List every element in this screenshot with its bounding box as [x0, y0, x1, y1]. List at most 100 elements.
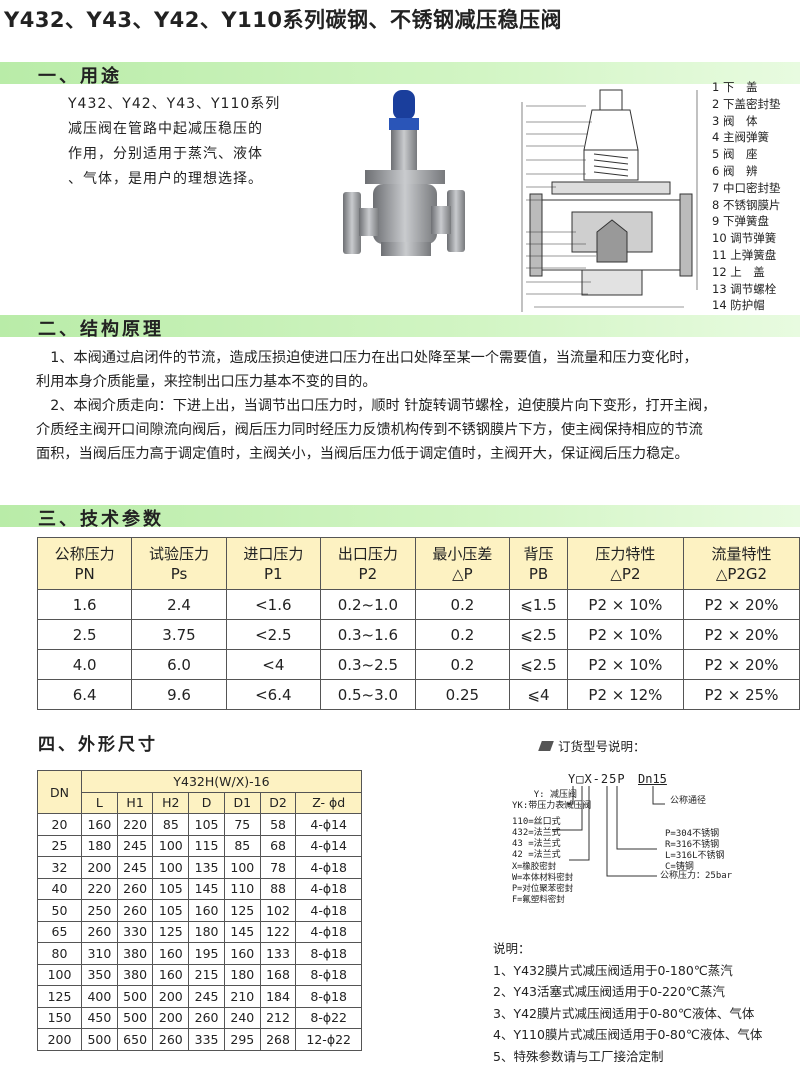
spec-cell: <1.6	[226, 590, 320, 620]
dim-header: L	[82, 792, 118, 814]
dim-cell: 75	[224, 814, 260, 836]
dim-cell: 4-ϕ18	[296, 921, 362, 943]
dim-cell: 380	[117, 943, 153, 965]
spec-cell: 6.0	[132, 650, 226, 680]
spec-cell: 6.4	[38, 680, 132, 710]
order-option: P=304不锈钢	[665, 829, 725, 840]
dim-cell: 25	[38, 835, 82, 857]
dim-cell: 260	[117, 900, 153, 922]
spec-header-line: PB	[510, 564, 567, 584]
dim-cell: 4-ϕ14	[296, 814, 362, 836]
spec-cell: P2 × 25%	[683, 680, 799, 710]
dim-cell: 160	[82, 814, 118, 836]
part-item: 12 上 盖	[712, 264, 780, 281]
spec-cell: 0.2	[415, 650, 509, 680]
spec-cell: 0.2	[415, 620, 509, 650]
dim-cell: 150	[38, 1007, 82, 1029]
spec-header-line: PN	[38, 564, 131, 584]
dim-cell: 68	[260, 835, 296, 857]
part-item: 8 不锈钢膜片	[712, 197, 780, 214]
dim-cell: 200	[82, 857, 118, 879]
dim-cell: 50	[38, 900, 82, 922]
dim-cell: 184	[260, 986, 296, 1008]
order-pressure-label: 公称压力：25bar	[660, 871, 732, 882]
note-item: 2、Y43活塞式减压阀适用于0-220℃蒸汽	[493, 981, 762, 1003]
dim-cell: 122	[260, 921, 296, 943]
spec-cell: 0.5~3.0	[320, 680, 415, 710]
dim-cell: 4-ϕ18	[296, 878, 362, 900]
dim-cell: 8-ϕ18	[296, 943, 362, 965]
dim-cell: 295	[224, 1029, 260, 1051]
spec-header-line: 出口压力	[321, 544, 415, 564]
intro-line: 、气体，是用户的理想选择。	[68, 167, 303, 192]
spec-cell: 0.2	[415, 590, 509, 620]
bullet-icon	[538, 741, 554, 751]
dim-cell: 260	[153, 1029, 189, 1051]
spec-cell: P2 × 20%	[683, 650, 799, 680]
dim-cell: 200	[153, 986, 189, 1008]
dim-cell: 245	[189, 986, 225, 1008]
part-item: 2 下盖密封垫	[712, 96, 780, 113]
order-option: F=氟塑料密封	[512, 895, 573, 906]
spec-cell: P2 × 10%	[567, 590, 683, 620]
order-option: Y: 减压阀	[512, 790, 577, 801]
dim-cell: 160	[224, 943, 260, 965]
part-item: 5 阀 座	[712, 146, 780, 163]
dim-cell: 160	[189, 900, 225, 922]
part-item: 10 调节弹簧	[712, 230, 780, 247]
dim-cell: 268	[260, 1029, 296, 1051]
spec-header-line: △P2G2	[684, 564, 799, 584]
dim-cell: 4-ϕ14	[296, 835, 362, 857]
part-item: 6 阀 辨	[712, 163, 780, 180]
spec-cell: 2.4	[132, 590, 226, 620]
dim-header: D	[189, 792, 225, 814]
principle-line: 介质经主阀开口间隙流向阀后，阀后压力同时经压力反馈机构传到不锈钢膜片下方，使主阀…	[36, 418, 796, 442]
dim-cell: 85	[224, 835, 260, 857]
dim-cell: 450	[82, 1007, 118, 1029]
dim-header: H2	[153, 792, 189, 814]
spec-cell: 0.2~1.0	[320, 590, 415, 620]
principle-line: 2、本阀介质走向：下进上出，当调节出口压力时，顺时 针旋转调节螺栓，迫使膜片向下…	[36, 394, 796, 418]
intro-line: 减压阀在管路中起减压稳压的	[68, 117, 303, 142]
section-title-usage: 一、用途	[38, 62, 122, 88]
dim-cell: 105	[153, 878, 189, 900]
dim-cell: 85	[153, 814, 189, 836]
dim-cell: 330	[117, 921, 153, 943]
dim-cell: 260	[82, 921, 118, 943]
dim-cell: 100	[153, 857, 189, 879]
spec-cell: <2.5	[226, 620, 320, 650]
spec-cell: 0.3~1.6	[320, 620, 415, 650]
order-dn-label: 公称通径	[670, 796, 706, 807]
dim-cell: 212	[260, 1007, 296, 1029]
dim-cell: 168	[260, 964, 296, 986]
dim-cell: 220	[117, 814, 153, 836]
part-item: 1 下 盖	[712, 79, 780, 96]
note-item: 5、特殊参数请与工厂接洽定制	[493, 1046, 762, 1067]
spec-cell: P2 × 20%	[683, 620, 799, 650]
dim-cell: 220	[82, 878, 118, 900]
dim-cell: 145	[189, 878, 225, 900]
order-option: 42 =法兰式	[512, 850, 561, 861]
order-option: YK:带压力表减压阀	[512, 801, 577, 812]
dim-cell: 200	[38, 1029, 82, 1051]
order-option: 43 =法兰式	[512, 839, 561, 850]
intro-text: Y432、Y42、Y43、Y110系列 减压阀在管路中起减压稳压的 作用，分别适…	[68, 92, 303, 192]
dim-cell: 8-ϕ22	[296, 1007, 362, 1029]
order-heading-text: 订货型号说明：	[558, 739, 646, 754]
dim-cell: 200	[153, 1007, 189, 1029]
spec-cell: ⩽4	[510, 680, 568, 710]
part-item: 11 上弹簧盘	[712, 247, 780, 264]
